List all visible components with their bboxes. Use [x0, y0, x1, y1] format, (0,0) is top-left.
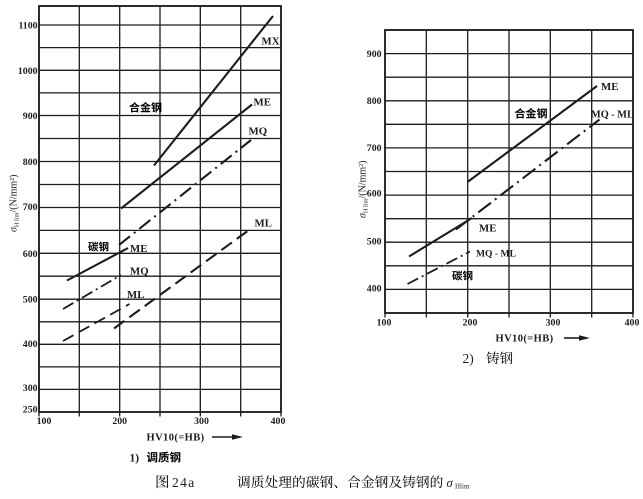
svg-text:ME: ME [254, 97, 271, 109]
svg-text:MQ - ML: MQ - ML [476, 249, 516, 260]
svg-text:400: 400 [625, 318, 640, 329]
svg-text:HV10(=HB): HV10(=HB) [147, 433, 205, 444]
svg-text:σH lim/(N/mm²): σH lim/(N/mm²) [358, 161, 370, 218]
svg-text:MX: MX [262, 36, 280, 48]
svg-text:700: 700 [23, 202, 38, 213]
svg-text:ME: ME [601, 81, 618, 93]
svg-text:900: 900 [367, 49, 382, 60]
svg-text:HV10(=HB): HV10(=HB) [496, 334, 554, 345]
svg-text:300: 300 [194, 416, 209, 427]
svg-text:600: 600 [367, 189, 382, 200]
svg-text:300: 300 [23, 383, 38, 394]
svg-text:400: 400 [271, 416, 286, 427]
svg-text:σH lim/(N/mm²): σH lim/(N/mm²) [9, 175, 21, 232]
svg-text:2): 2) [463, 351, 474, 366]
svg-text:100: 100 [377, 318, 392, 329]
svg-text:900: 900 [23, 111, 38, 122]
svg-text:200: 200 [112, 416, 127, 427]
svg-text:400: 400 [23, 339, 38, 350]
svg-text:1100: 1100 [18, 21, 37, 32]
svg-text:500: 500 [367, 237, 382, 248]
svg-text:1000: 1000 [18, 66, 38, 77]
svg-text:Hlim: Hlim [455, 483, 470, 491]
svg-text:500: 500 [23, 294, 38, 305]
svg-text:ML: ML [255, 218, 272, 230]
svg-text:400: 400 [367, 284, 382, 295]
svg-text:200: 200 [463, 318, 478, 329]
svg-text:250: 250 [23, 405, 38, 416]
svg-text:ML: ML [127, 289, 144, 301]
svg-text:100: 100 [37, 416, 52, 427]
svg-text:MQ: MQ [130, 266, 149, 278]
svg-text:ME: ME [130, 243, 147, 255]
svg-text:24a: 24a [172, 475, 196, 490]
svg-text:300: 300 [546, 318, 561, 329]
svg-text:1): 1) [130, 453, 140, 465]
svg-text:600: 600 [23, 249, 38, 260]
svg-text:800: 800 [23, 157, 38, 168]
svg-text:σ: σ [447, 476, 454, 490]
svg-text:800: 800 [367, 96, 382, 107]
svg-text:700: 700 [367, 143, 382, 154]
svg-text:MQ: MQ [249, 126, 268, 138]
svg-text:MQ - ML: MQ - ML [591, 110, 634, 121]
svg-text:ME: ME [479, 223, 496, 235]
